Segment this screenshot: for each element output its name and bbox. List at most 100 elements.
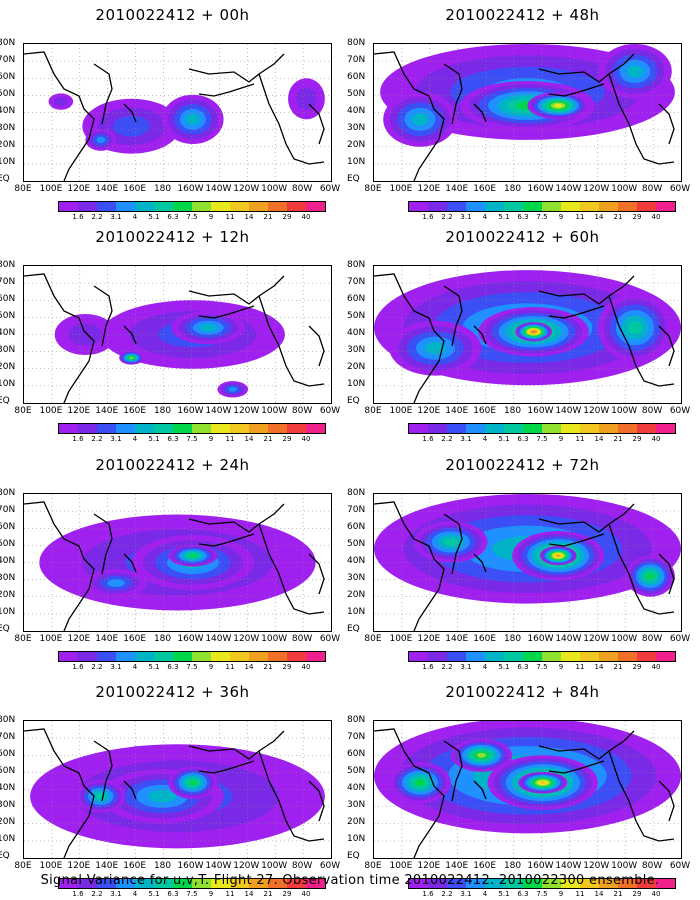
variance-contour bbox=[646, 572, 655, 580]
longitude-label: 120E bbox=[67, 406, 91, 416]
latitude-label: 20N bbox=[0, 140, 16, 150]
colorbar-tick-label: 7.5 bbox=[536, 663, 548, 671]
colorbar-swatch bbox=[268, 652, 287, 661]
colorbar-swatch bbox=[135, 424, 154, 433]
latitude-label: 50N bbox=[347, 89, 366, 99]
colorbar-swatch bbox=[230, 652, 249, 661]
colorbar-swatch bbox=[466, 202, 485, 211]
latitude-label: 80N bbox=[347, 488, 366, 498]
colorbar-swatch bbox=[618, 424, 637, 433]
colorbar-swatch bbox=[504, 879, 523, 888]
coastline bbox=[93, 285, 113, 347]
latitude-label: 10N bbox=[347, 607, 366, 617]
latitude-label: 10N bbox=[0, 379, 16, 389]
colorbar-tick-label: 29 bbox=[632, 663, 642, 671]
longitude-label: 80E bbox=[364, 861, 382, 871]
latitude-label: 50N bbox=[347, 311, 366, 321]
latitude-label: 50N bbox=[0, 766, 16, 776]
map-plot-area bbox=[373, 720, 682, 859]
longitude-label: 140W bbox=[555, 406, 582, 416]
colorbar-swatch bbox=[192, 879, 211, 888]
colorbar-swatch bbox=[485, 652, 504, 661]
latitude-label: 40N bbox=[347, 783, 366, 793]
longitude-label: 80E bbox=[364, 406, 382, 416]
colorbar-swatch bbox=[504, 202, 523, 211]
coastline bbox=[308, 553, 325, 595]
colorbar-tick-label: 29 bbox=[282, 435, 292, 443]
colorbar-tick-label: 11 bbox=[225, 213, 235, 221]
latitude-label: 40N bbox=[0, 106, 16, 116]
colorbar-tick-label: 6.3 bbox=[167, 890, 179, 898]
map-plot-area bbox=[23, 720, 332, 859]
coastline bbox=[123, 325, 137, 345]
variance-map bbox=[24, 266, 331, 403]
colorbar-tick-label: 3.1 bbox=[460, 435, 472, 443]
longitude-label: 120W bbox=[233, 634, 260, 644]
colorbar-tick-label: 4 bbox=[482, 890, 488, 898]
longitude-label: 140W bbox=[555, 634, 582, 644]
longitude-label: 100W bbox=[261, 634, 288, 644]
longitude-label: 60W bbox=[319, 184, 341, 194]
latitude-label: 80N bbox=[347, 715, 366, 725]
latitude-label: 30N bbox=[0, 123, 16, 133]
latitude-label: EQ bbox=[347, 624, 360, 634]
colorbar-swatch bbox=[249, 652, 268, 661]
colorbar-tick-label: 3.1 bbox=[110, 435, 122, 443]
colorbar-tick-label: 7.5 bbox=[536, 890, 548, 898]
latitude-label: 30N bbox=[347, 573, 366, 583]
longitude-label: 140E bbox=[445, 184, 469, 194]
colorbar-tick-label: 1.6 bbox=[72, 663, 84, 671]
colorbar-swatch bbox=[561, 652, 580, 661]
colorbar-swatch bbox=[211, 652, 230, 661]
map-panel: 2010022412 + 48h 80N 70N 60N 50N 40N 30N 20N 10N… bbox=[347, 5, 695, 221]
map-plot-area bbox=[373, 265, 682, 404]
colorbar-swatch bbox=[287, 202, 306, 211]
colorbar-tick-label: 11 bbox=[575, 663, 585, 671]
colorbar-swatch bbox=[618, 652, 637, 661]
latitude-label: 10N bbox=[347, 157, 366, 167]
map-panel: 2010022412 + 36h 80N 70N 60N 50N 40N 30N 20N 10N… bbox=[0, 682, 345, 898]
longitude-label: 180 bbox=[153, 861, 172, 871]
longitude-label: 120E bbox=[67, 861, 91, 871]
colorbar-swatch bbox=[466, 879, 485, 888]
colorbar-tick-label: 5.1 bbox=[148, 890, 160, 898]
coastline bbox=[538, 275, 635, 305]
colorbar-swatch bbox=[561, 424, 580, 433]
colorbar-tick-label: 5.1 bbox=[148, 213, 160, 221]
longitude-label: 160E bbox=[123, 634, 147, 644]
variance-contour bbox=[411, 113, 429, 126]
colorbar-tick-label: 9 bbox=[558, 890, 564, 898]
longitude-label: 60W bbox=[669, 406, 691, 416]
variance-contour bbox=[296, 87, 317, 111]
longitude-label: 180 bbox=[153, 406, 172, 416]
colorbar-tick-label: 2.2 bbox=[441, 435, 453, 443]
longitude-label: 140E bbox=[95, 406, 119, 416]
colorbar-swatch bbox=[97, 202, 116, 211]
colorbar-swatch bbox=[59, 652, 78, 661]
latitude-label: 70N bbox=[0, 732, 16, 742]
longitude-label: 100W bbox=[611, 861, 638, 871]
latitude-label: EQ bbox=[347, 851, 360, 861]
longitude-label: 140W bbox=[555, 861, 582, 871]
coastline bbox=[473, 780, 487, 800]
latitude-label: 50N bbox=[0, 311, 16, 321]
coastline bbox=[93, 513, 113, 575]
latitude-label: 60N bbox=[0, 294, 16, 304]
colorbar-swatch bbox=[447, 879, 466, 888]
colorbar-swatch bbox=[599, 879, 618, 888]
latitude-label: 30N bbox=[347, 800, 366, 810]
longitude-label: 100E bbox=[39, 634, 63, 644]
map-panel: 2010022412 + 60h 80N 70N 60N 50N 40N 30N 20N 10N… bbox=[347, 227, 695, 443]
longitude-label: 80E bbox=[14, 184, 32, 194]
colorbar-tick-label: 29 bbox=[632, 435, 642, 443]
colorbar-tick-label: 14 bbox=[594, 435, 604, 443]
coastline bbox=[548, 760, 605, 774]
latitude-label: 60N bbox=[0, 522, 16, 532]
variance-contour bbox=[414, 779, 426, 787]
latitude-label: 20N bbox=[347, 817, 366, 827]
colorbar-tick-label: 6.3 bbox=[517, 213, 529, 221]
colorbar-swatch bbox=[192, 202, 211, 211]
longitude-label: 80W bbox=[641, 184, 663, 194]
longitude-label: 100E bbox=[389, 184, 413, 194]
coastline bbox=[308, 103, 325, 145]
